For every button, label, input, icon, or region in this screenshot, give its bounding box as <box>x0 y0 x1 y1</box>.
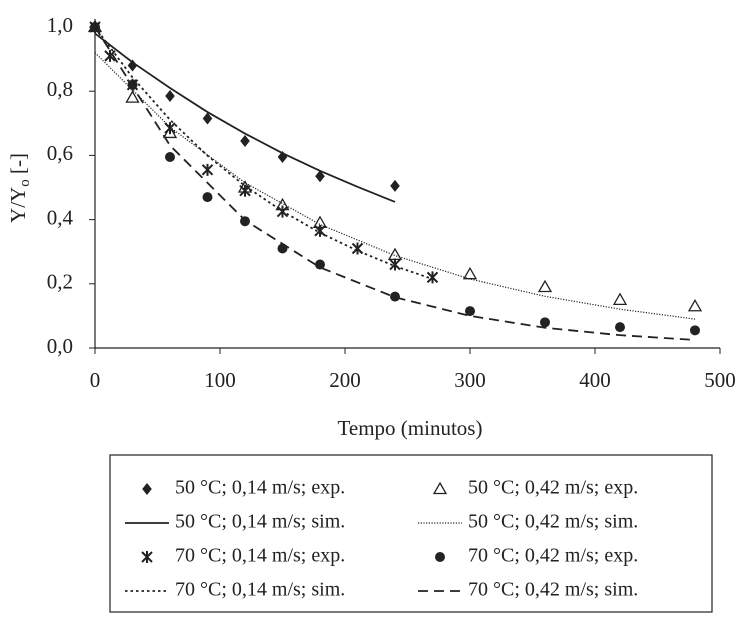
exp-point <box>462 266 478 280</box>
exp-point <box>165 152 175 163</box>
x-tick-label: 400 <box>579 368 611 392</box>
exp-point <box>104 49 116 62</box>
legend-swatch <box>141 551 153 563</box>
legend-label: 70 °C; 0,14 m/s; sim. <box>175 579 345 601</box>
y-tick-label: 0,0 <box>47 334 73 358</box>
exp-point <box>390 291 400 302</box>
y-label-main: Y/Y <box>6 187 30 223</box>
exp-point <box>125 90 140 103</box>
x-tick-label: 200 <box>329 368 361 392</box>
exp-point <box>612 292 628 306</box>
legend-label: 50 °C; 0,42 m/s; sim. <box>468 511 638 533</box>
exp-point <box>537 279 553 293</box>
exp-point <box>165 90 175 103</box>
y-tick-label: 0,4 <box>47 205 74 229</box>
sim-line <box>94 32 396 203</box>
exp-point <box>240 134 250 147</box>
exp-point <box>687 298 703 312</box>
legend-label: 70 °C; 0,14 m/s; exp. <box>175 545 345 567</box>
exp-point <box>201 163 214 176</box>
y-label-tail: [-] <box>6 153 30 179</box>
sim-line <box>94 26 433 280</box>
exp-point <box>202 192 213 203</box>
exp-point <box>540 317 550 328</box>
legend-swatch <box>435 552 445 562</box>
x-tick-label: 500 <box>704 368 736 392</box>
y-label-sub: o <box>17 179 33 187</box>
x-axis-label: Tempo (minutos) <box>338 416 483 440</box>
legend-swatch <box>432 481 448 495</box>
legend-label: 50 °C; 0,42 m/s; exp. <box>468 477 638 499</box>
exp-point <box>315 170 325 183</box>
exp-point <box>127 59 138 72</box>
legend-box <box>109 454 713 613</box>
x-tick-label: 100 <box>204 368 236 392</box>
y-axis-label: Y/Yo [-] <box>6 153 34 223</box>
exp-point <box>389 258 401 271</box>
exp-point <box>314 224 326 237</box>
x-tick-label: 300 <box>454 368 486 392</box>
exp-point <box>615 322 625 333</box>
exp-point <box>202 112 213 125</box>
exp-point <box>426 271 439 284</box>
exp-point <box>315 259 325 270</box>
exp-point <box>690 325 700 336</box>
exp-point <box>387 247 403 261</box>
y-tick-label: 0,2 <box>47 270 73 294</box>
legend-label: 70 °C; 0,42 m/s; sim. <box>468 579 638 601</box>
exp-point <box>239 184 251 197</box>
legend-swatch <box>142 483 152 495</box>
legend: 50 °C; 0,14 m/s; exp. 50 °C; 0,42 m/s; ex… <box>125 477 638 601</box>
legend-label: 70 °C; 0,42 m/s; exp. <box>468 545 638 567</box>
legend-label: 50 °C; 0,14 m/s; sim. <box>175 511 345 533</box>
exp-point <box>164 122 176 135</box>
exp-point <box>465 306 475 317</box>
y-tick-label: 1,0 <box>47 13 73 37</box>
legend-label: 50 °C; 0,14 m/s; exp. <box>175 477 345 499</box>
y-tick-label: 0,8 <box>47 77 73 101</box>
exp-point <box>390 179 400 192</box>
y-tick-label: 0,6 <box>47 141 73 165</box>
x-tick-label: 0 <box>90 368 101 392</box>
